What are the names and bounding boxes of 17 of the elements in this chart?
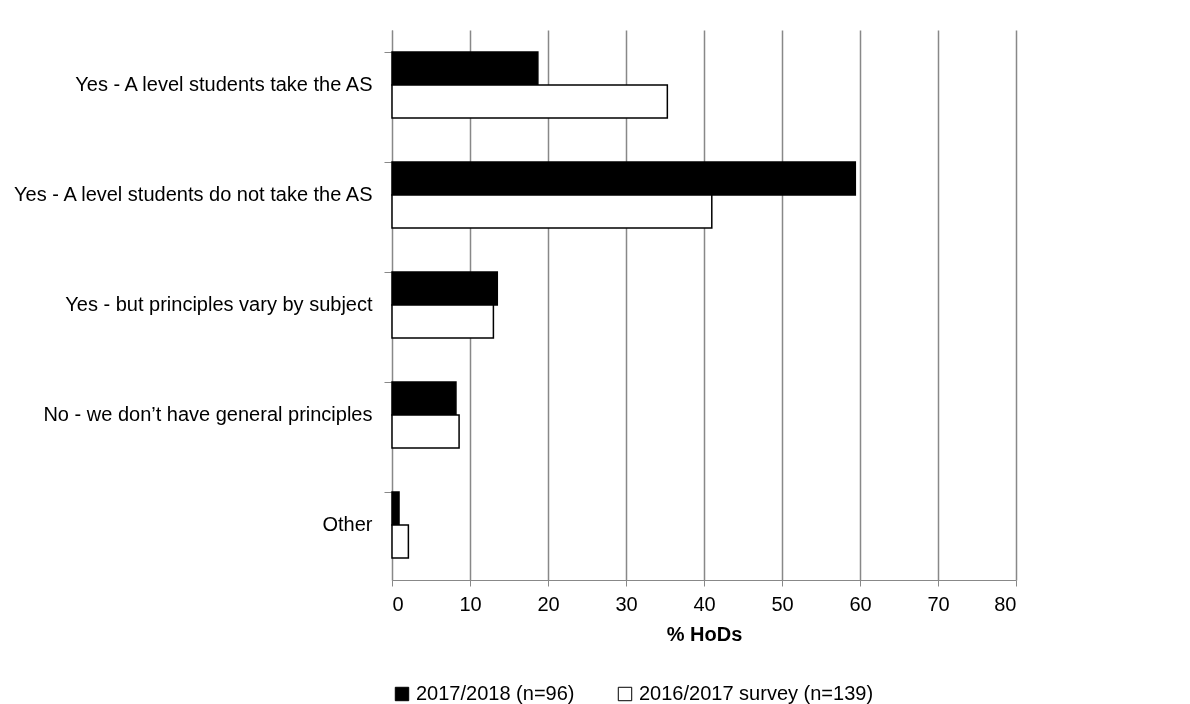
x-tick-label: 10 <box>459 592 482 615</box>
x-tick-label: 40 <box>693 592 716 615</box>
y-tick-label: Other <box>322 513 373 535</box>
legend-label: 2016/2017 survey (n=139) <box>639 682 874 704</box>
x-tick-label: 70 <box>927 592 950 615</box>
x-tick-label: 80 <box>994 592 1017 615</box>
x-axis-title: % HoDs <box>666 622 743 645</box>
x-tick-label: 20 <box>537 592 560 615</box>
x-tick-label: 50 <box>771 592 794 615</box>
y-tick-label: Yes - A level students do not take the AS <box>14 183 373 205</box>
x-tick-label: 0 <box>392 592 404 615</box>
x-tick-label: 30 <box>615 592 638 615</box>
y-tick-label: No - we don’t have general principles <box>43 403 373 425</box>
legend-label: 2017/2018 (n=96) <box>416 682 575 704</box>
y-tick-label: Yes - but principles vary by subject <box>65 293 373 315</box>
y-tick-label: Yes - A level students take the AS <box>75 73 373 95</box>
x-tick-label: 60 <box>849 592 872 615</box>
